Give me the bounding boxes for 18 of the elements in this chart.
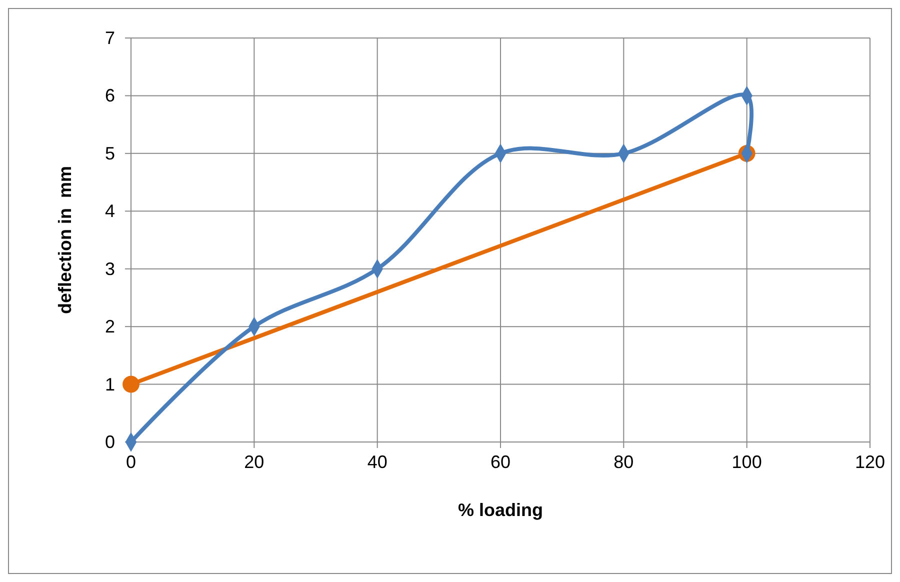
y-tick-label: 3: [104, 258, 115, 279]
x-tick-label: 20: [244, 452, 264, 472]
y-tick-label: 4: [104, 201, 115, 222]
y-tick-label: 6: [104, 86, 115, 106]
x-tick-label: 80: [614, 452, 634, 472]
point: [122, 376, 140, 393]
x-axis-title: % loading: [458, 500, 543, 520]
x-tick-label: 60: [490, 452, 511, 472]
x-tick-label: 100: [732, 452, 762, 472]
y-tick-label: 1: [104, 374, 115, 394]
x-tick-label: 0: [126, 452, 136, 472]
y-axis-title: deflection in mm: [55, 166, 75, 314]
y-tick-label: 2: [104, 316, 115, 337]
x-tick-label: 120: [854, 452, 886, 472]
x-tick-label: 40: [367, 452, 388, 472]
y-tick-label: 7: [104, 28, 115, 48]
y-tick-label: 0: [104, 432, 115, 452]
y-tick-label: 5: [104, 143, 115, 164]
